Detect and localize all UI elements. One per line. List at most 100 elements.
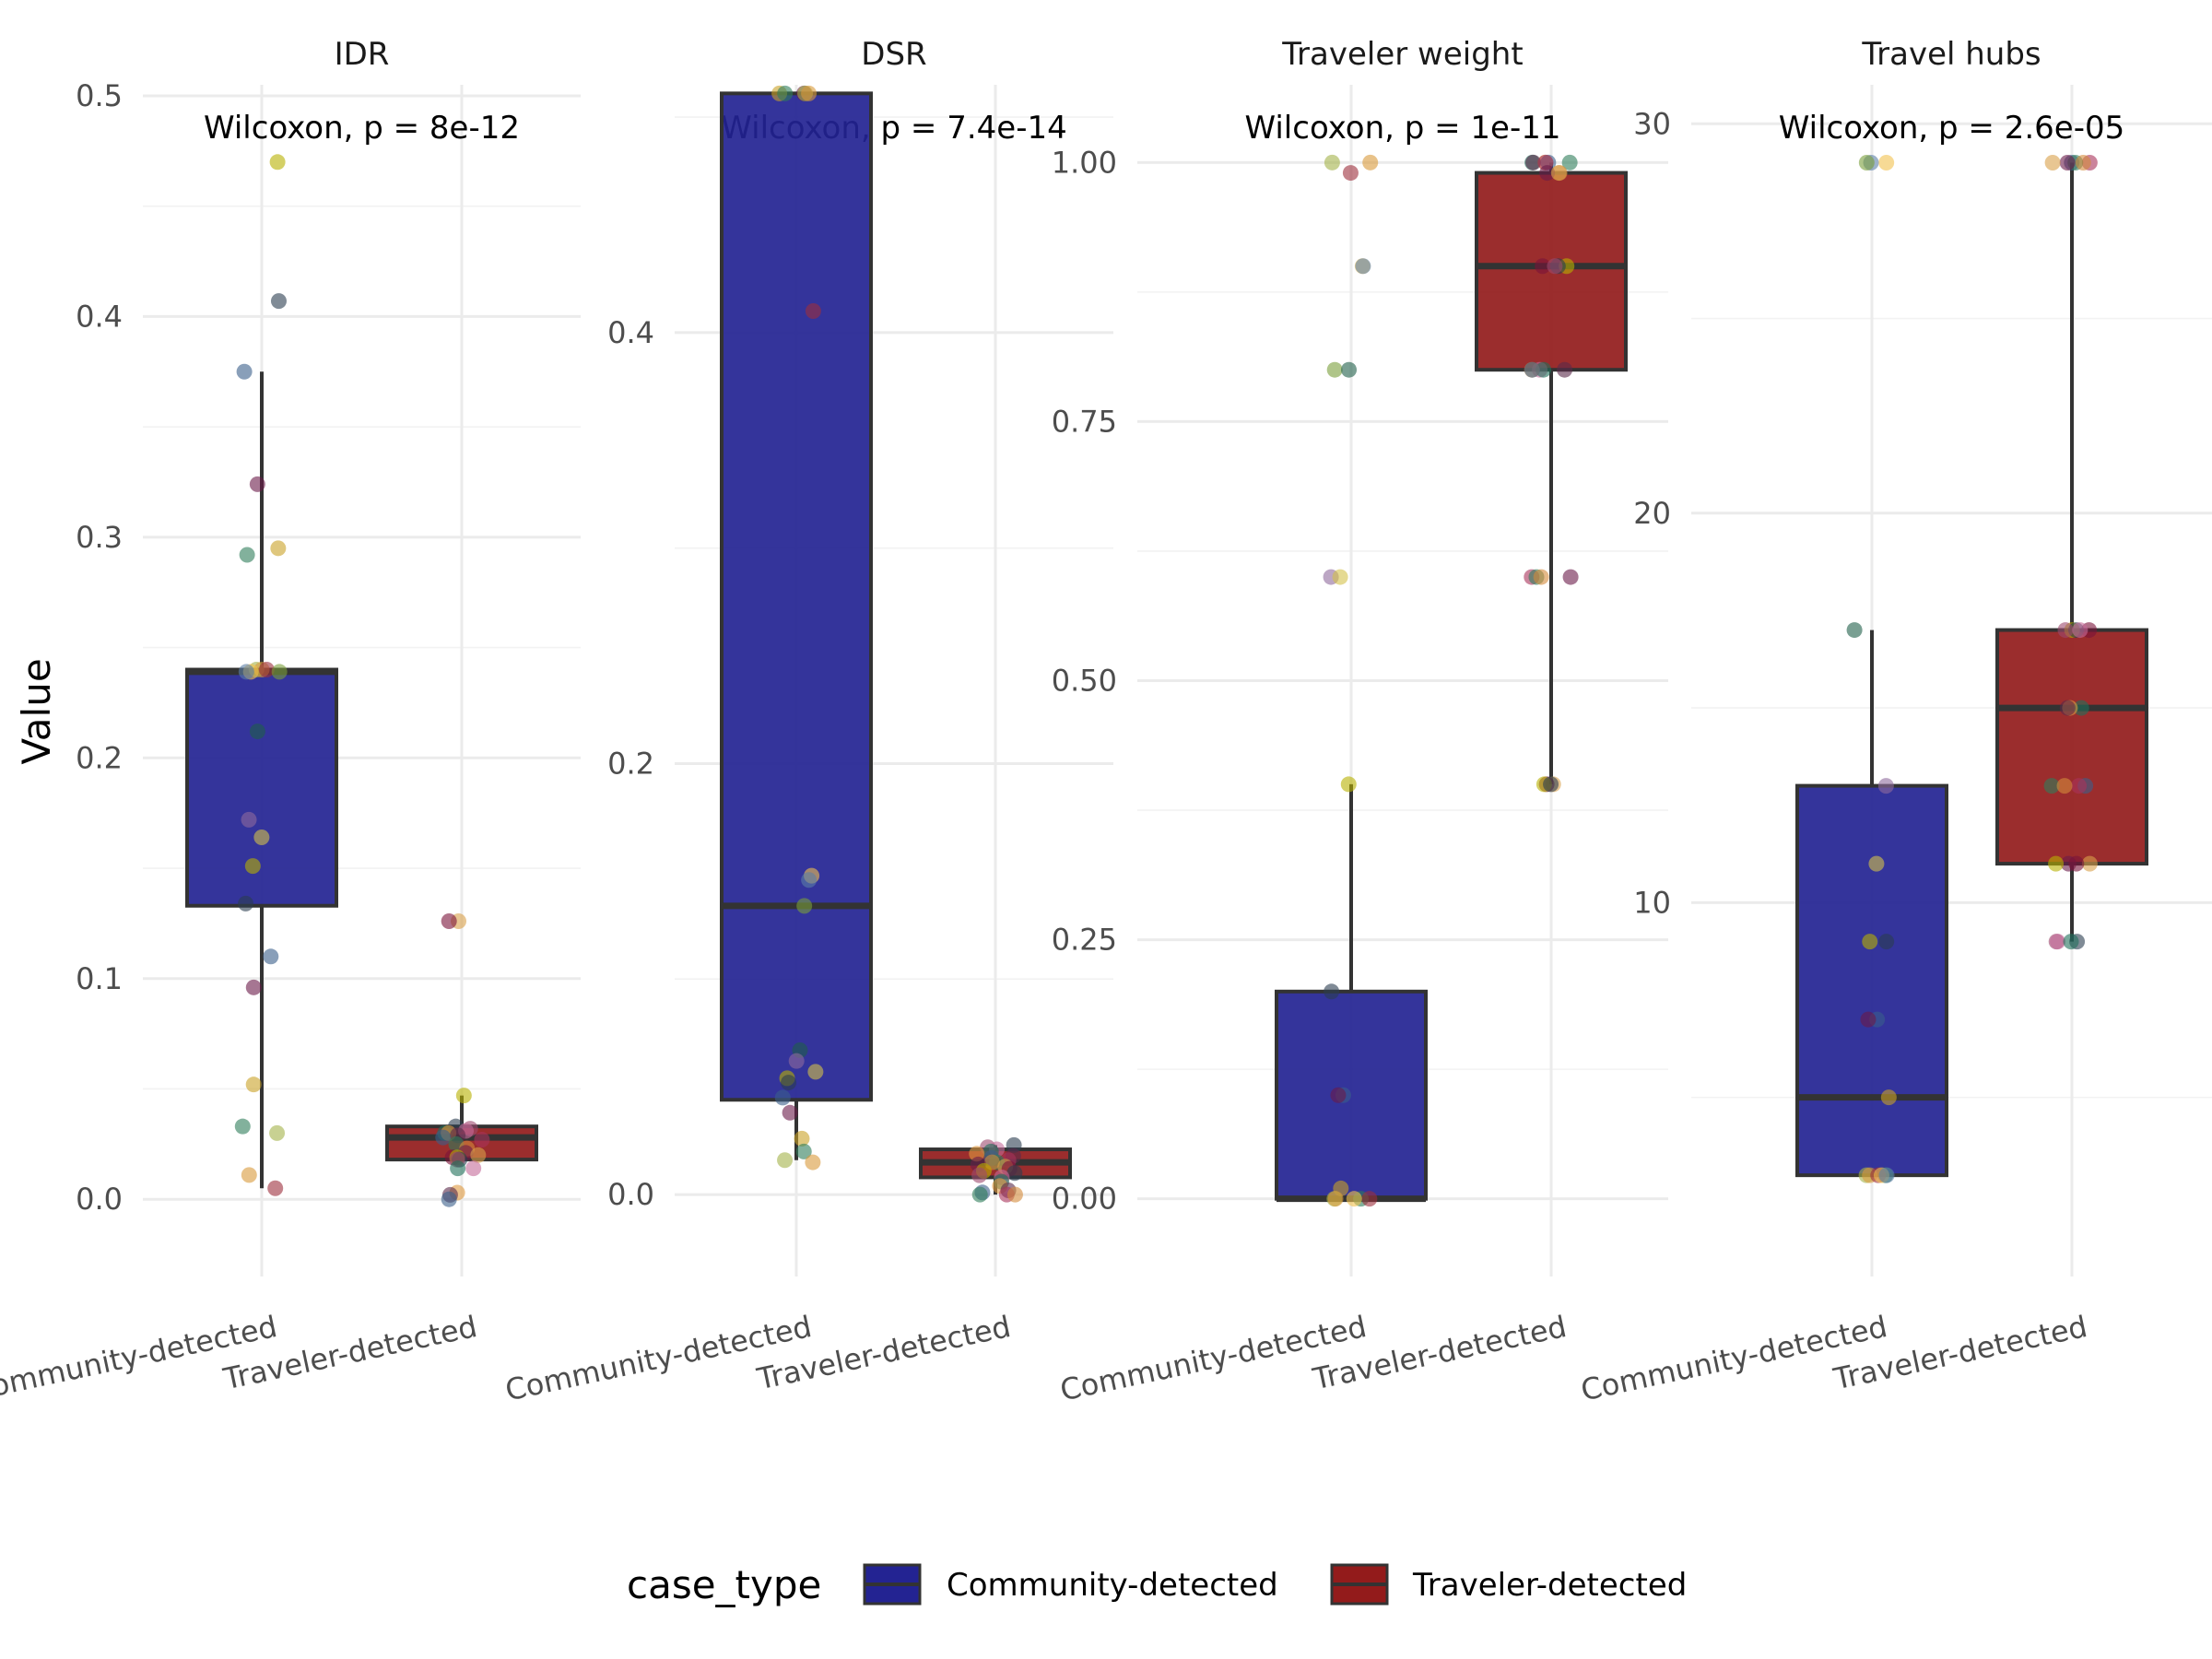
data-point bbox=[2075, 155, 2091, 171]
y-tick-label: 0.5 bbox=[76, 78, 123, 113]
data-point bbox=[2063, 934, 2079, 950]
data-point bbox=[2050, 934, 2066, 950]
data-point bbox=[807, 1064, 824, 1080]
data-point bbox=[253, 830, 270, 846]
y-tick-label: 0.4 bbox=[607, 315, 654, 350]
data-point bbox=[795, 1143, 812, 1159]
data-point bbox=[1533, 569, 1549, 585]
data-point bbox=[238, 895, 254, 912]
data-point bbox=[1858, 155, 1875, 171]
panel-title: Travel hubs bbox=[1861, 36, 2041, 73]
legend-title: case_type bbox=[627, 1562, 821, 1607]
legend-key-traveler bbox=[1330, 1563, 1389, 1606]
y-tick-label: 0.0 bbox=[607, 1177, 654, 1212]
data-point bbox=[805, 303, 821, 320]
data-point bbox=[474, 1132, 490, 1148]
data-point bbox=[441, 912, 457, 929]
data-point bbox=[1355, 258, 1371, 275]
data-point bbox=[1324, 154, 1340, 171]
data-point bbox=[777, 1152, 794, 1169]
y-tick-label: 0.4 bbox=[76, 299, 123, 334]
data-point bbox=[244, 858, 261, 875]
wilcoxon-annotation: Wilcoxon, p = 1e-11 bbox=[1244, 110, 1560, 147]
wilcoxon-annotation: Wilcoxon, p = 8e-12 bbox=[204, 110, 520, 147]
panel-title: DSR bbox=[861, 36, 926, 73]
data-point bbox=[1539, 165, 1556, 182]
data-point bbox=[1535, 258, 1551, 275]
y-tick-label: 0.2 bbox=[607, 747, 654, 782]
data-point bbox=[1878, 934, 1895, 950]
box-community bbox=[185, 667, 338, 908]
data-point bbox=[245, 979, 262, 995]
y-tick-label: 1.00 bbox=[1052, 145, 1117, 180]
data-point bbox=[270, 540, 287, 557]
box-traveler bbox=[1995, 628, 2148, 866]
y-tick-label: 0.3 bbox=[76, 520, 123, 555]
data-point bbox=[1878, 155, 1895, 171]
data-point bbox=[774, 1089, 791, 1106]
data-point bbox=[2056, 778, 2073, 794]
data-point bbox=[805, 1154, 821, 1171]
data-point bbox=[249, 476, 265, 492]
data-point bbox=[788, 1053, 805, 1069]
data-point bbox=[971, 1167, 988, 1183]
box-community bbox=[1795, 783, 1948, 1178]
data-point bbox=[1860, 1011, 1877, 1028]
data-point bbox=[1880, 1089, 1897, 1106]
data-point bbox=[777, 85, 794, 101]
data-point bbox=[263, 948, 279, 965]
legend-label-community: Community-detected bbox=[947, 1567, 1278, 1604]
panel-title: Traveler weight bbox=[1281, 36, 1523, 73]
box-community bbox=[720, 91, 873, 1102]
data-point bbox=[239, 547, 255, 563]
data-point bbox=[441, 1191, 457, 1207]
data-point bbox=[270, 293, 287, 310]
y-tick-label: 0.75 bbox=[1052, 404, 1117, 439]
data-point bbox=[2072, 622, 2088, 639]
data-point bbox=[1862, 934, 1878, 950]
data-point bbox=[1877, 778, 1894, 794]
data-point bbox=[267, 1180, 284, 1196]
data-point bbox=[241, 811, 257, 828]
data-point bbox=[781, 1075, 797, 1091]
data-point bbox=[470, 1147, 487, 1163]
data-point bbox=[234, 1118, 251, 1135]
data-point bbox=[1332, 569, 1348, 585]
data-point bbox=[796, 898, 813, 914]
data-point bbox=[794, 1130, 810, 1147]
y-tick-label: 0.2 bbox=[76, 740, 123, 775]
data-point bbox=[1006, 1186, 1023, 1203]
legend: case_type Community-detected Traveler-de… bbox=[627, 1562, 1687, 1607]
data-point bbox=[245, 1077, 262, 1093]
data-point bbox=[2081, 855, 2098, 872]
data-point bbox=[2071, 778, 2088, 794]
data-point bbox=[1341, 361, 1358, 378]
data-point bbox=[2044, 155, 2061, 171]
data-point bbox=[782, 1104, 798, 1121]
data-point bbox=[1557, 361, 1573, 378]
data-point bbox=[1361, 1191, 1378, 1207]
data-point bbox=[801, 872, 818, 888]
y-tick-label: 0.50 bbox=[1052, 664, 1117, 699]
box-community bbox=[1275, 989, 1428, 1201]
data-point bbox=[1324, 983, 1340, 1000]
data-point bbox=[1878, 1167, 1895, 1183]
data-point bbox=[238, 664, 254, 680]
data-point bbox=[465, 1160, 482, 1177]
data-point bbox=[1346, 1191, 1362, 1207]
data-point bbox=[236, 363, 253, 380]
data-point bbox=[2059, 155, 2076, 171]
y-tick-label: 0.0 bbox=[76, 1182, 123, 1217]
data-point bbox=[269, 1124, 286, 1141]
data-point bbox=[1524, 361, 1540, 378]
data-point bbox=[2043, 778, 2060, 794]
y-tick-label: 0.1 bbox=[76, 961, 123, 996]
data-point bbox=[2048, 855, 2065, 872]
data-point bbox=[1543, 776, 1559, 793]
data-point bbox=[1550, 165, 1567, 182]
data-point bbox=[1342, 165, 1359, 182]
data-point bbox=[1330, 1087, 1347, 1103]
data-point bbox=[271, 664, 288, 680]
